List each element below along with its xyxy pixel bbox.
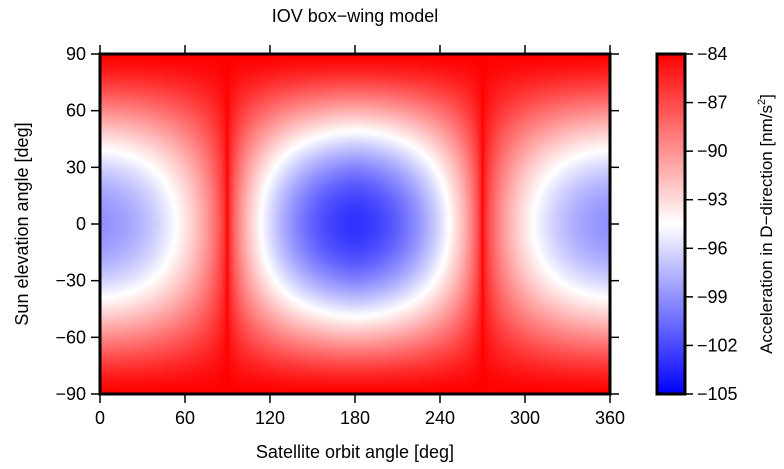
colorbar-tick-label: −90 xyxy=(697,141,728,161)
chart-title: IOV box−wing model xyxy=(272,6,439,26)
y-tick-label: 30 xyxy=(66,157,86,177)
y-axis: −90 −60 −30 0 30 60 90 xyxy=(55,44,619,404)
y-tick-label: 60 xyxy=(66,101,86,121)
colorbar-label-main: Acceleration in D−direction [nm/s xyxy=(757,105,776,354)
colorbar-tick-label: −93 xyxy=(697,190,728,210)
colorbar-tick-label: −96 xyxy=(697,238,728,258)
y-tick-label: −60 xyxy=(55,327,86,347)
colorbar-label-end: ] xyxy=(757,94,776,99)
x-tick-label: 120 xyxy=(255,408,285,428)
y-tick-label: 0 xyxy=(76,214,86,234)
x-tick-label: 0 xyxy=(95,408,105,428)
colorbar-tick-label: −102 xyxy=(697,335,738,355)
x-axis: 0 60 120 180 240 300 360 xyxy=(95,45,625,428)
x-tick-label: 240 xyxy=(425,408,455,428)
y-tick-label: −90 xyxy=(55,384,86,404)
colorbar-tick-label: −105 xyxy=(697,384,738,404)
plot-frame xyxy=(98,52,612,396)
y-tick-label: 90 xyxy=(66,44,86,64)
colorbar-label-superscript: 2 xyxy=(756,99,768,105)
colorbar-tick-label: −87 xyxy=(697,93,728,113)
colorbar-axis: −105 −102 −99 −96 −93 −90 −87 −84 xyxy=(686,44,738,404)
x-tick-label: 300 xyxy=(510,408,540,428)
colorbar-tick-label: −84 xyxy=(697,44,728,64)
x-axis-label: Satellite orbit angle [deg] xyxy=(256,442,454,462)
y-axis-label: Sun elevation angle [deg] xyxy=(12,122,32,325)
colorbar xyxy=(655,52,687,396)
colorbar-tick-label: −99 xyxy=(697,287,728,307)
heatmap-plot-area xyxy=(100,54,610,394)
y-tick-label: −30 xyxy=(55,271,86,291)
colorbar-label: Acceleration in D−direction [nm/s2] xyxy=(756,94,776,354)
x-tick-label: 360 xyxy=(595,408,625,428)
x-tick-label: 180 xyxy=(340,408,370,428)
x-tick-label: 60 xyxy=(175,408,195,428)
